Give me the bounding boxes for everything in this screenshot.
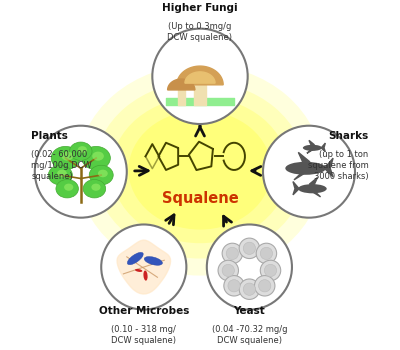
Circle shape	[218, 260, 238, 281]
Polygon shape	[117, 240, 170, 294]
Text: (0.10 - 318 mg/
DCW squalene): (0.10 - 318 mg/ DCW squalene)	[111, 325, 176, 345]
Text: Plants: Plants	[32, 131, 68, 141]
Circle shape	[263, 126, 355, 218]
Circle shape	[239, 279, 260, 299]
Circle shape	[228, 280, 240, 292]
Circle shape	[222, 243, 242, 264]
Ellipse shape	[83, 180, 106, 198]
Circle shape	[207, 224, 292, 310]
Ellipse shape	[82, 146, 110, 170]
Ellipse shape	[303, 145, 322, 151]
Ellipse shape	[89, 165, 113, 185]
Polygon shape	[298, 152, 310, 162]
Ellipse shape	[78, 146, 87, 153]
Circle shape	[243, 242, 256, 254]
Ellipse shape	[48, 165, 72, 185]
Polygon shape	[309, 177, 318, 184]
Text: Yeast: Yeast	[234, 306, 265, 316]
Ellipse shape	[127, 252, 143, 265]
Polygon shape	[307, 149, 313, 153]
Ellipse shape	[62, 152, 73, 161]
Polygon shape	[324, 158, 333, 177]
Ellipse shape	[135, 269, 142, 272]
Ellipse shape	[92, 152, 104, 161]
Polygon shape	[185, 72, 215, 83]
Circle shape	[254, 275, 275, 296]
Circle shape	[101, 224, 186, 310]
Ellipse shape	[51, 146, 80, 170]
Text: (Up to 0.3mg/g
DCW squalene): (Up to 0.3mg/g DCW squalene)	[168, 22, 232, 42]
Polygon shape	[309, 140, 314, 145]
Circle shape	[222, 264, 234, 276]
Ellipse shape	[57, 170, 67, 177]
Ellipse shape	[64, 184, 73, 191]
Ellipse shape	[128, 110, 272, 230]
Text: Other Microbes: Other Microbes	[99, 306, 189, 316]
Text: Squalene: Squalene	[162, 191, 238, 206]
Ellipse shape	[56, 180, 78, 198]
Text: (0.02- 60,000
mg/100g DCW
squalene): (0.02- 60,000 mg/100g DCW squalene)	[32, 149, 92, 181]
Text: (0.04 -70.32 mg/g
DCW squalene): (0.04 -70.32 mg/g DCW squalene)	[212, 325, 287, 345]
Circle shape	[224, 275, 244, 296]
Polygon shape	[321, 143, 325, 152]
Circle shape	[260, 260, 281, 281]
Circle shape	[35, 126, 127, 218]
Circle shape	[260, 247, 272, 260]
Ellipse shape	[70, 142, 92, 160]
Text: Sharks: Sharks	[328, 131, 368, 141]
Text: (up to 1 ton
squalene from
3000 sharks): (up to 1 ton squalene from 3000 sharks)	[308, 149, 368, 181]
Polygon shape	[293, 182, 299, 195]
Circle shape	[258, 280, 271, 292]
Text: Higher Fungi: Higher Fungi	[162, 3, 238, 13]
Circle shape	[264, 264, 277, 276]
Circle shape	[243, 283, 256, 295]
Polygon shape	[311, 191, 320, 197]
Ellipse shape	[77, 64, 323, 275]
Circle shape	[239, 238, 260, 259]
Ellipse shape	[91, 184, 100, 191]
Ellipse shape	[285, 162, 326, 175]
Circle shape	[256, 243, 277, 264]
Ellipse shape	[98, 170, 108, 177]
Polygon shape	[294, 172, 307, 180]
Circle shape	[226, 247, 238, 260]
Ellipse shape	[94, 82, 306, 259]
Ellipse shape	[144, 257, 162, 265]
Ellipse shape	[144, 271, 148, 281]
Polygon shape	[177, 66, 223, 85]
Ellipse shape	[112, 97, 288, 243]
Polygon shape	[168, 79, 195, 90]
Ellipse shape	[298, 184, 327, 193]
Circle shape	[152, 29, 248, 124]
